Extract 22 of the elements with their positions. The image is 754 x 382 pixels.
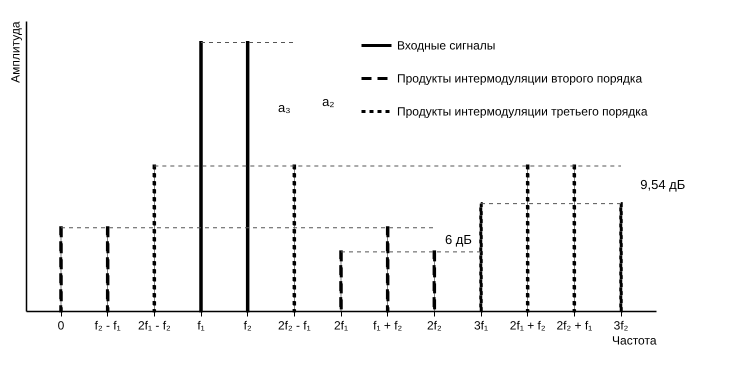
- annotation: a₂: [322, 94, 334, 110]
- x-tick-label: 0: [58, 318, 65, 332]
- legend-label: Входные сигналы: [397, 38, 496, 52]
- x-tick-label: 2f₂ - f₁: [278, 318, 311, 332]
- x-tick-label: f₂: [244, 318, 252, 332]
- y-axis-title: Амплитуда: [8, 21, 22, 83]
- legend-label: Продукты интермодуляции второго порядка: [397, 72, 642, 86]
- legend-label: Продукты интермодуляции третьего порядка: [397, 104, 648, 118]
- annotation: a₃: [278, 100, 291, 115]
- x-tick-label: 2f₁ - f₂: [138, 318, 172, 332]
- annotation: 6 дБ: [444, 232, 472, 247]
- x-tick-label: f₁ + f₂: [373, 318, 403, 332]
- x-tick-label: f₂ - f₁: [94, 318, 121, 332]
- x-tick-label: 2f₁ + f₂: [510, 318, 546, 332]
- x-tick-label: 3f₁: [474, 318, 488, 332]
- x-axis-title: Частота: [612, 334, 657, 348]
- x-tick-label: f₁: [197, 318, 205, 332]
- annotation: 9,54 дБ: [640, 176, 686, 192]
- x-tick-label: 3f₂: [614, 318, 629, 332]
- x-tick-label: 2f₂ + f₁: [556, 318, 592, 332]
- x-tick-label: 2f₂: [426, 318, 442, 332]
- x-tick-label: 2f₁: [334, 318, 348, 332]
